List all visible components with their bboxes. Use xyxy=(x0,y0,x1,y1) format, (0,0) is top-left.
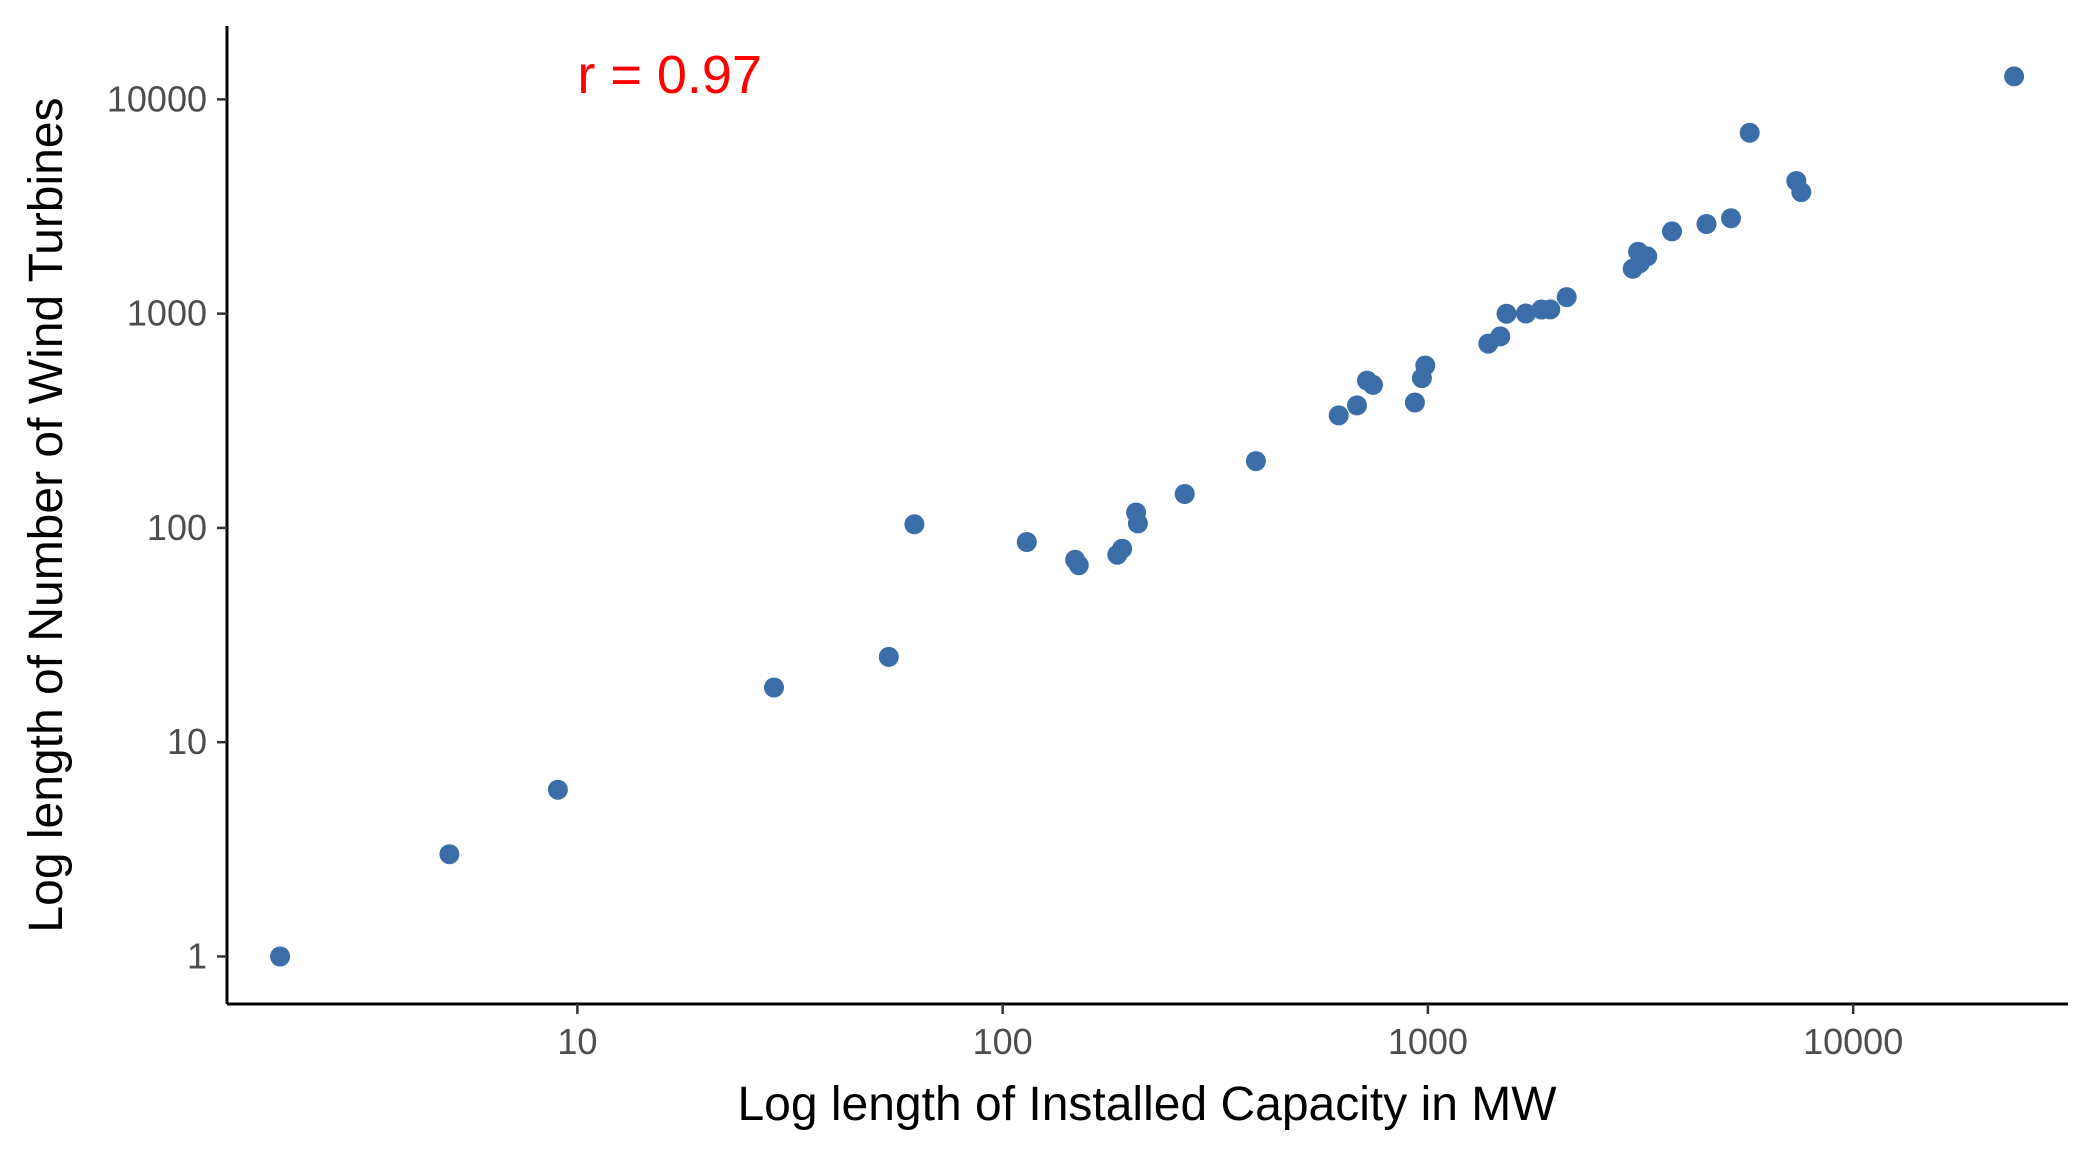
y-tick-label: 1000 xyxy=(127,293,207,334)
data-point xyxy=(1739,122,1760,143)
data-point xyxy=(439,844,460,865)
data-point xyxy=(1347,395,1367,416)
x-tick-label: 1000 xyxy=(1388,1021,1468,1062)
data-point xyxy=(1415,355,1436,376)
data-point xyxy=(1515,303,1536,324)
data-point xyxy=(1490,326,1511,347)
data-point xyxy=(547,779,568,800)
data-point xyxy=(764,677,784,698)
data-point xyxy=(1496,303,1517,324)
y-tick-label: 10000 xyxy=(107,78,207,119)
data-point xyxy=(2004,66,2025,87)
data-point xyxy=(1721,208,1741,229)
data-point xyxy=(1174,484,1195,504)
data-point xyxy=(878,646,899,667)
data-point xyxy=(1556,287,1577,308)
data-point xyxy=(1127,513,1148,534)
data-point xyxy=(1328,405,1349,426)
x-axis-title: Log length of Installed Capacity in MW xyxy=(737,1078,1557,1131)
y-axis-ticks: 1 10 100 1000 10000 xyxy=(107,78,227,976)
data-point xyxy=(1637,246,1658,267)
data-point xyxy=(1696,214,1717,234)
x-tick-label: 10 xyxy=(557,1021,597,1062)
x-tick-label: 10000 xyxy=(1803,1021,1903,1062)
data-point xyxy=(1791,182,1812,203)
data-point xyxy=(1404,392,1425,413)
y-tick-label: 100 xyxy=(147,507,207,548)
y-tick-label: 10 xyxy=(167,721,207,762)
data-point xyxy=(1068,555,1089,576)
correlation-annotation: r = 0.97 xyxy=(577,45,762,105)
x-axis-ticks: 10 100 1000 10000 xyxy=(557,1004,1903,1062)
data-point xyxy=(904,514,925,535)
data-point xyxy=(1016,532,1037,552)
y-axis-title: Log length of Number of Wind Turbines xyxy=(20,97,73,932)
y-tick-label: 1 xyxy=(187,935,207,976)
x-tick-label: 100 xyxy=(973,1021,1033,1062)
data-point xyxy=(1363,374,1383,395)
points-layer xyxy=(270,66,2025,967)
data-point xyxy=(1540,299,1561,320)
data-point xyxy=(1662,221,1682,242)
data-point xyxy=(270,946,291,967)
data-point xyxy=(1245,451,1266,472)
data-point xyxy=(1112,538,1133,559)
